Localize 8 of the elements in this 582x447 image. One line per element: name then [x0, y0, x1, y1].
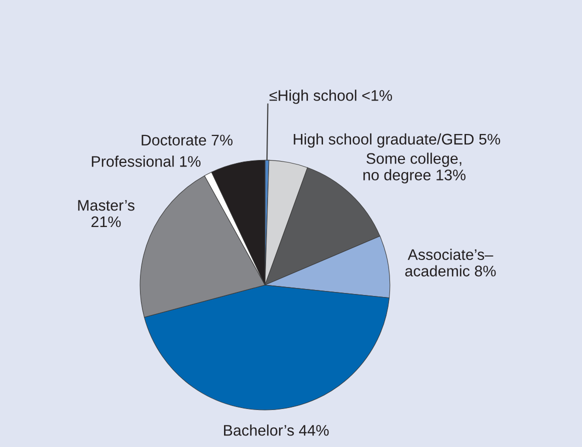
slice-label: Associate’s– academic 8%: [405, 248, 496, 276]
slice-label: High school graduate/GED 5%: [294, 133, 500, 148]
slice-label: Bachelor’s 44%: [224, 424, 329, 436]
slice-label: Some college, no degree 13%: [363, 152, 466, 184]
slice-label: ≤High school <1%: [270, 90, 392, 104]
slice-label: Professional 1%: [92, 156, 201, 167]
slice-label: Master’s 21%: [78, 200, 134, 228]
slice-label: Doctorate 7%: [142, 134, 233, 146]
